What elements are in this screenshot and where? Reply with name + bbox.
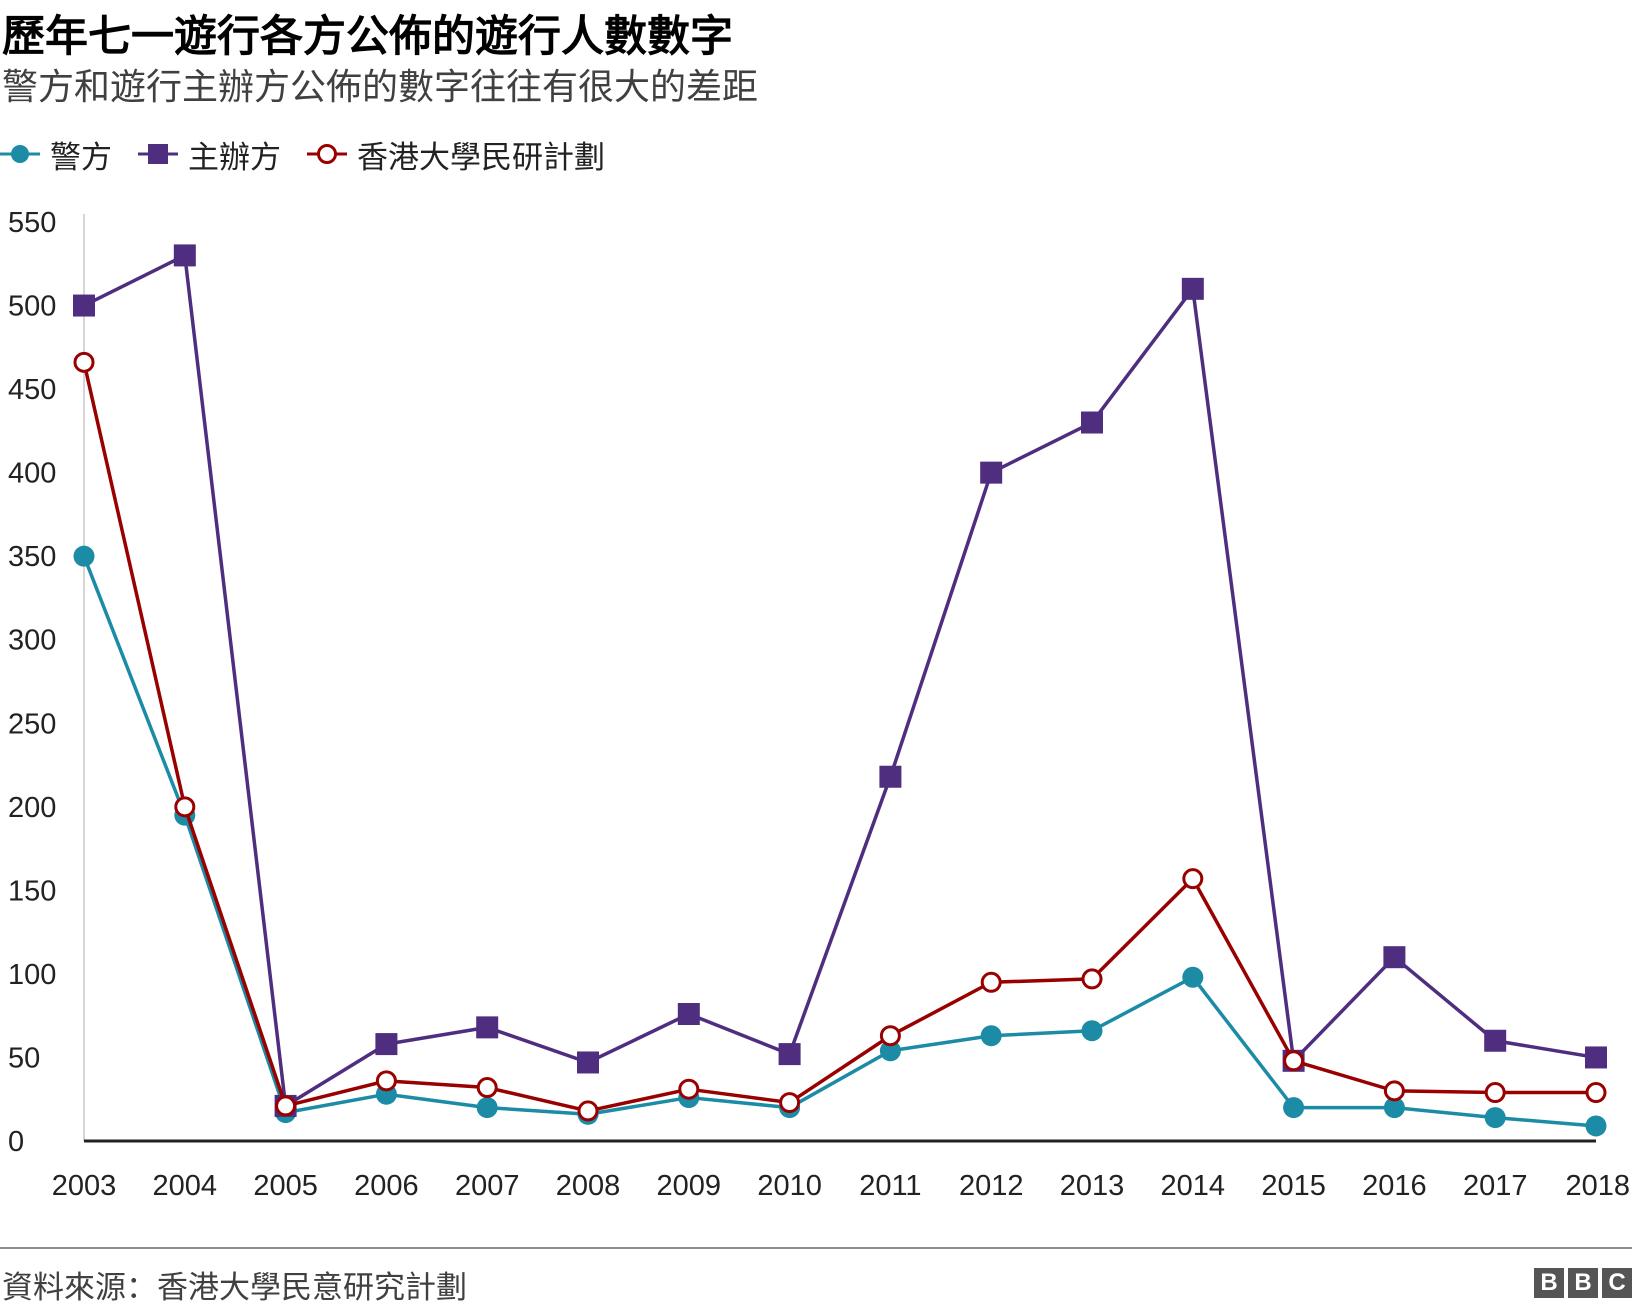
chart-title: 歷年七一遊行各方公佈的遊行人數數字 bbox=[2, 12, 733, 62]
hku-series-point bbox=[1182, 868, 1204, 890]
organizer-series-point bbox=[173, 244, 196, 267]
organizer-series-point bbox=[980, 461, 1003, 484]
y-tick-label: 450 bbox=[8, 374, 56, 406]
legend-item-hku: 香港大學民研計劃 bbox=[307, 132, 605, 177]
hku-series-point bbox=[678, 1078, 700, 1100]
organizer-series-point bbox=[879, 765, 902, 788]
y-tick-label: 500 bbox=[8, 291, 56, 323]
y-tick-label: 150 bbox=[8, 875, 56, 907]
hku-series-point bbox=[577, 1100, 599, 1122]
x-tick-label: 2017 bbox=[1463, 1170, 1528, 1202]
legend-item-police: 警方 bbox=[0, 132, 112, 177]
x-tick-label: 2018 bbox=[1565, 1170, 1630, 1202]
bbc-logo-letter: B bbox=[1568, 1268, 1598, 1298]
police-series-point bbox=[1182, 966, 1204, 988]
police-series-point bbox=[980, 1025, 1002, 1047]
x-tick-label: 2007 bbox=[455, 1170, 520, 1202]
hku-series-point bbox=[275, 1095, 297, 1117]
organizer-series-point bbox=[73, 294, 95, 317]
x-tick-label: 2009 bbox=[657, 1170, 722, 1202]
organizer-series-point bbox=[1081, 411, 1103, 434]
x-tick-label: 2006 bbox=[354, 1170, 419, 1202]
police-series-line bbox=[82, 555, 1597, 1128]
organizer-series-point bbox=[778, 1043, 801, 1066]
y-tick-label: 250 bbox=[8, 708, 56, 740]
bbc-logo: B B C bbox=[1530, 1268, 1632, 1298]
hku-series-point bbox=[879, 1025, 901, 1047]
organizer-series-point bbox=[476, 1016, 499, 1039]
legend-marker-police bbox=[0, 145, 40, 163]
police-series-point bbox=[1383, 1097, 1405, 1119]
hku-series-point bbox=[174, 796, 196, 818]
bbc-logo-letter: B bbox=[1534, 1268, 1564, 1298]
hku-series-point bbox=[1283, 1050, 1305, 1072]
legend-item-organizer: 主辦方 bbox=[138, 132, 281, 177]
x-tick-label: 2011 bbox=[859, 1170, 921, 1202]
x-tick-label: 2014 bbox=[1161, 1170, 1226, 1202]
police-series-point bbox=[879, 1040, 901, 1062]
organizer-series-point bbox=[1383, 946, 1406, 969]
organizer-series-point bbox=[1585, 1046, 1607, 1069]
organizer-series-line bbox=[83, 253, 1597, 1108]
bbc-logo-letter: C bbox=[1602, 1268, 1632, 1298]
organizer-series-point bbox=[577, 1051, 599, 1074]
hku-series-point bbox=[1585, 1082, 1607, 1104]
y-tick-label: 300 bbox=[8, 625, 56, 657]
y-tick-label: 100 bbox=[8, 959, 56, 991]
x-tick-label: 2005 bbox=[253, 1170, 318, 1202]
police-series-point bbox=[1484, 1107, 1506, 1129]
legend-label-police: 警方 bbox=[50, 139, 112, 176]
x-tick-label: 2016 bbox=[1362, 1170, 1427, 1202]
legend: 警方 主辦方 香港大學民研計劃 bbox=[0, 132, 631, 176]
hku-series-point bbox=[1383, 1080, 1405, 1102]
source-note: 資料來源：香港大學民意研究計劃 bbox=[2, 1270, 467, 1306]
y-tick-label: 400 bbox=[8, 458, 56, 490]
y-tick-label: 550 bbox=[8, 207, 56, 239]
x-tick-label: 2003 bbox=[52, 1170, 117, 1202]
x-tick-label: 2010 bbox=[757, 1170, 822, 1202]
organizer-series-point bbox=[677, 1003, 700, 1026]
legend-label-hku: 香港大學民研計劃 bbox=[357, 139, 605, 176]
police-series-point bbox=[73, 545, 95, 567]
footer-divider bbox=[0, 1247, 1632, 1249]
y-tick-label: 200 bbox=[8, 792, 56, 824]
y-tick-label: 0 bbox=[8, 1126, 24, 1158]
legend-label-organizer: 主辦方 bbox=[188, 139, 281, 176]
x-tick-label: 2004 bbox=[153, 1170, 218, 1202]
x-tick-label: 2015 bbox=[1261, 1170, 1326, 1202]
police-series-point bbox=[1283, 1097, 1305, 1119]
hku-series-point bbox=[779, 1092, 801, 1114]
hku-series-point bbox=[375, 1070, 397, 1092]
police-series-point bbox=[1081, 1020, 1103, 1042]
organizer-series-point bbox=[1181, 277, 1204, 300]
hku-series-point bbox=[1484, 1082, 1506, 1104]
hku-series-point bbox=[73, 351, 95, 373]
organizer-series-point bbox=[1484, 1029, 1507, 1052]
organizer-series-point bbox=[375, 1033, 398, 1056]
police-series-point bbox=[476, 1097, 498, 1119]
hku-series-point bbox=[980, 971, 1002, 993]
x-tick-label: 2013 bbox=[1060, 1170, 1125, 1202]
legend-marker-hku bbox=[307, 144, 347, 164]
line-chart: 0 50 100 150 200 250 300 350 400 450 500 550 2003 200… bbox=[8, 207, 1630, 1202]
police-series-point bbox=[1585, 1115, 1607, 1137]
x-tick-label: 2008 bbox=[556, 1170, 621, 1202]
hku-series-point bbox=[1081, 968, 1103, 990]
y-tick-label: 50 bbox=[8, 1042, 40, 1074]
legend-marker-organizer bbox=[138, 144, 178, 164]
y-tick-label: 350 bbox=[8, 541, 56, 573]
x-tick-label: 2012 bbox=[959, 1170, 1024, 1202]
chart-subtitle: 警方和遊行主辦方公佈的數字往往有很大的差距 bbox=[2, 67, 759, 108]
hku-series-point bbox=[476, 1077, 498, 1099]
hku-series-line bbox=[82, 361, 1596, 1113]
